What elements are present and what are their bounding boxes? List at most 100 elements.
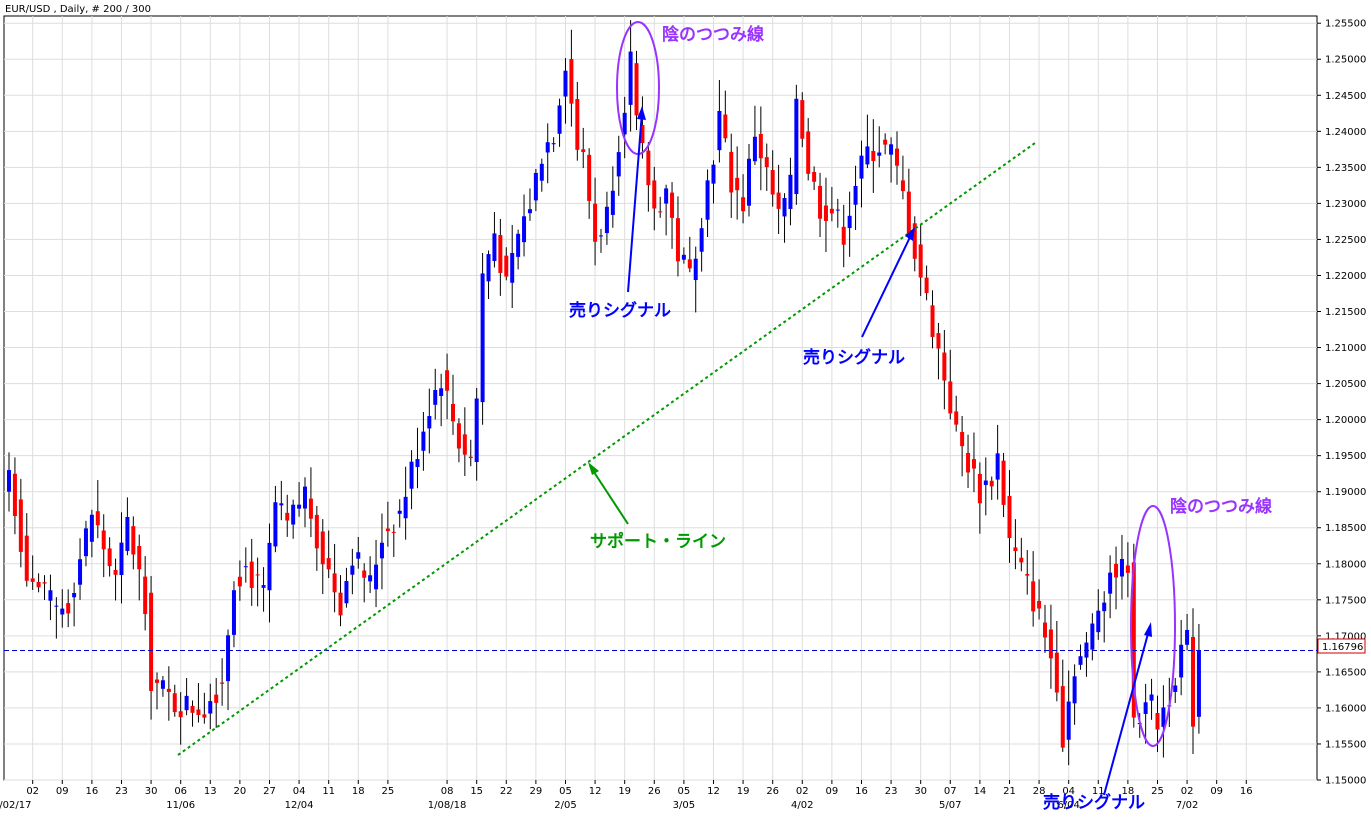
candle-up [421,431,426,451]
sell-label-1: 売りシグナル [569,300,671,321]
candle-down [652,180,657,209]
support-arrowhead [588,462,599,475]
x-tick-label: 04 [293,786,306,797]
y-axis: 1.25500 1.25000 1.24500 1.24000 1.23500 1.230… [1317,19,1366,787]
x-tick-label: 20 [234,786,247,797]
candle-up [1173,685,1178,692]
x-tick-label: 27 [263,786,276,797]
candle-down [498,235,503,273]
candle-up [711,164,716,184]
candle-up [628,51,633,105]
candle-down [338,592,343,616]
candle-down [895,148,899,166]
candle-up [184,695,189,711]
y-tick-label: 1.16500 [1325,667,1366,678]
candle-up [1149,694,1154,701]
candle-up [610,190,615,215]
candle-up [486,254,491,282]
candle-up [7,470,11,492]
candle-down [214,694,219,703]
candle-up [622,112,627,135]
x-date-label: 3/05 [673,800,695,811]
x-tick-label: 25 [1151,786,1164,797]
candle-up [510,253,515,283]
candle-up [747,158,751,206]
x-tick-label: 13 [204,786,217,797]
x-tick-label: 02 [26,786,39,797]
candle-down [1025,573,1030,576]
candle-up [54,605,59,607]
candle-down [924,277,929,294]
candle-up [303,486,307,509]
x-tick-label: 25 [382,786,395,797]
candle-up [1196,650,1201,717]
sell-label-3: 売りシグナル [1043,792,1145,813]
candle-up [557,105,562,134]
candle-up [231,590,236,635]
current-price-label: 1.16796 [1322,642,1363,653]
candle-up [409,461,414,489]
candle-up [226,635,231,682]
candle-down [172,693,177,713]
candle-down [829,208,834,214]
candle-down [764,157,769,168]
y-tick-label: 1.18500 [1325,523,1366,534]
candle-down [634,63,639,116]
y-tick-label: 1.17500 [1325,595,1366,606]
x-tick-label: 09 [1210,786,1223,797]
candle-down [504,255,509,277]
candle-up [83,528,88,557]
support-label: サポート・ライン [590,531,726,552]
candle-down [95,511,100,526]
candle-down [362,570,367,578]
x-date-label: 7/02 [1176,800,1198,811]
x-tick-label: 26 [648,786,661,797]
candle-down [155,679,159,683]
candle-down [871,150,876,161]
x-tick-label: 19 [618,786,631,797]
candle-down [131,526,136,555]
sell-arrowhead-3 [1144,622,1152,637]
y-tick-label: 1.23000 [1325,199,1366,210]
candle-up [983,480,988,485]
candle-down [1191,636,1195,727]
candle-up [1090,623,1095,650]
candle-up [291,504,296,525]
candle-down [220,682,225,684]
candle-down [137,545,142,570]
candle-up [379,542,384,559]
support-arrow [589,465,629,525]
x-axis: 02 09 16 23 30 06 13 20 27 04 11 18 25 08 15 22 29 05 12 19… [0,780,1253,811]
candle-up [699,228,704,252]
candle-up [78,559,83,585]
sell-arrowhead-1 [637,106,646,120]
x-tick-label: 22 [500,786,513,797]
candle-up [433,390,438,405]
candle-up [835,209,840,211]
candle-up [1161,707,1166,727]
candle-up [48,590,53,601]
y-tick-label: 1.22500 [1325,235,1366,246]
x-tick-label: 11 [1092,786,1105,797]
x-tick-label: 15 [470,786,483,797]
candle-up [403,496,408,519]
x-tick-label: 08 [441,786,454,797]
candle-down [42,582,47,584]
candle-up [160,680,165,689]
candle-down [249,561,254,588]
candle-up [1143,702,1148,714]
x-date-label: 6/04 [1057,800,1079,811]
engulf-label-1: 陰のつつみ線 [662,24,764,45]
candle-up [664,188,669,204]
x-tick-label: 02 [796,786,809,797]
candle-down [741,197,746,212]
candle-up [374,564,379,590]
candle-up [72,593,77,598]
y-tick-label: 1.25000 [1325,55,1366,66]
x-tick-label: 23 [115,786,128,797]
candle-up [273,502,278,547]
x-tick-label: 16 [1240,786,1253,797]
candle-down [113,569,118,575]
candle-up [397,510,402,514]
